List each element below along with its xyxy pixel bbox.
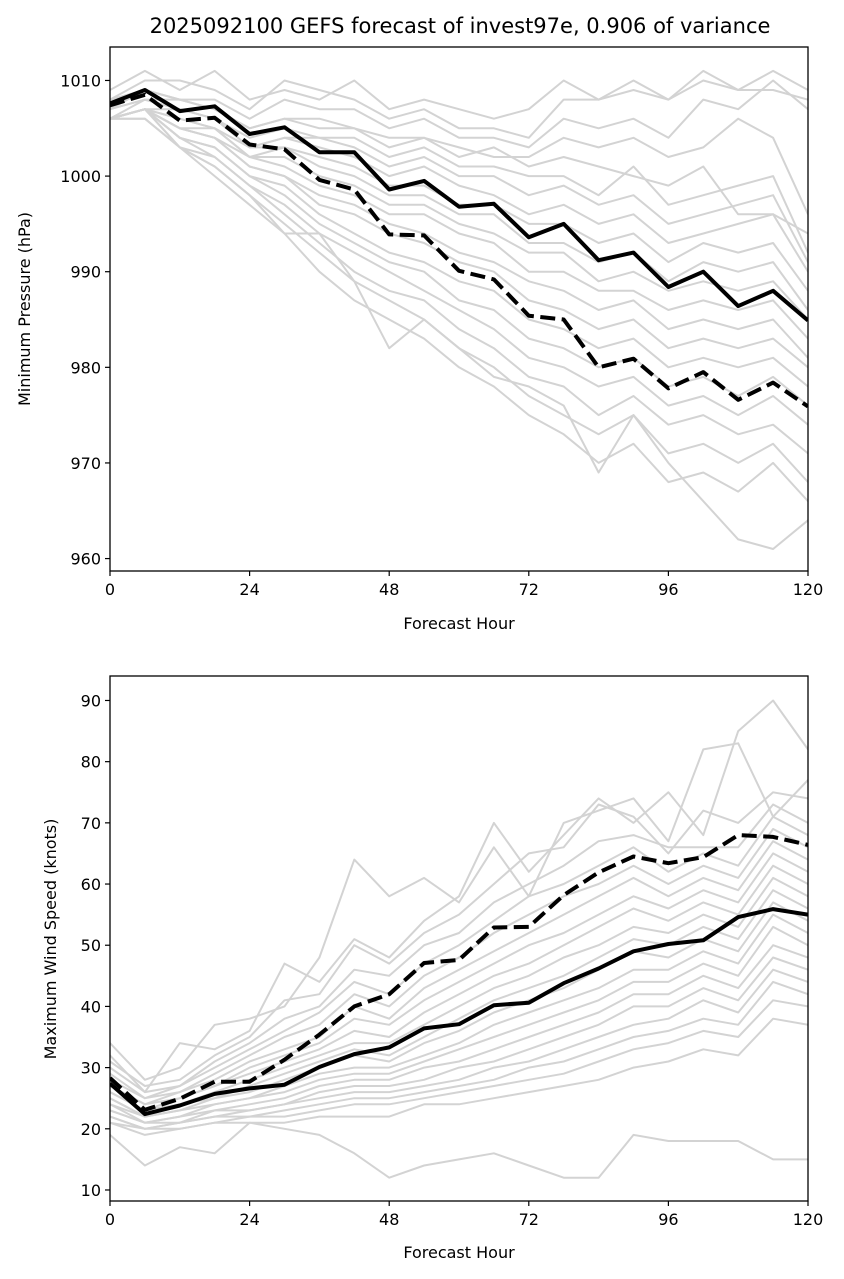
pressure-axes: 0 24 48 72 96 120 960 970 980 990 1000 1010	[60, 46, 824, 599]
pressure-member-line-2	[110, 69, 808, 139]
pressure-y-tick-label: 980	[70, 358, 101, 377]
pressure-x-tick-label: 72	[519, 580, 539, 599]
wind-member-line-12	[110, 901, 808, 1118]
pressure-plot-frame	[109, 46, 809, 572]
wind-member-line-19	[110, 999, 808, 1130]
pressure-mean-lines	[110, 88, 808, 409]
pressure-x-tick-label: 24	[239, 580, 259, 599]
wind-y-tick-label: 80	[81, 753, 101, 772]
pressure-member-line-12	[110, 108, 808, 340]
wind-ylabel: Maximum Wind Speed (knots)	[41, 819, 60, 1060]
wind-x-tick-label: 48	[379, 1210, 399, 1229]
wind-x-tick-label: 96	[658, 1210, 678, 1229]
wind-member-line-1	[110, 742, 808, 1081]
pressure-x-tick-label: 48	[379, 580, 399, 599]
wind-member-line-7	[110, 840, 808, 1106]
wind-member-line-15	[110, 944, 808, 1124]
wind-solid-line	[110, 907, 808, 1117]
chart-title: 2025092100 GEFS forecast of invest97e, 0…	[150, 14, 771, 38]
wind-member-line-4	[110, 803, 808, 1094]
wind-mean-lines	[110, 833, 808, 1117]
pressure-y-tick-label: 1010	[60, 71, 101, 90]
wind-x-tick-label: 72	[519, 1210, 539, 1229]
pressure-y-tick-label: 970	[70, 454, 101, 473]
wind-y-tick-label: 60	[81, 875, 101, 894]
pressure-x-tick-label: 0	[105, 580, 115, 599]
wind-member-line-2	[110, 699, 808, 1094]
pressure-member-line-11	[110, 108, 808, 321]
wind-y-tick-label: 70	[81, 814, 101, 833]
wind-member-line-6	[110, 828, 808, 1100]
wind-x-tick-label: 120	[793, 1210, 824, 1229]
wind-x-tick-label: 24	[239, 1210, 259, 1229]
pressure-solid-line	[110, 88, 808, 323]
wind-plot-frame	[109, 675, 809, 1202]
pressure-member-line-21	[110, 117, 808, 550]
pressure-xlabel: Forecast Hour	[403, 614, 515, 633]
pressure-y-tick-label: 990	[70, 263, 101, 282]
wind-panel: Maximum Wind Speed (knots) Forecast Hour…	[41, 675, 824, 1262]
wind-member-line-16	[110, 956, 808, 1124]
pressure-y-tick-label: 1000	[60, 167, 101, 186]
wind-xlabel: Forecast Hour	[403, 1243, 515, 1262]
wind-dashed-line	[110, 833, 808, 1112]
wind-axes: 0 24 48 72 96 120 10 20 30 40 50 60 70 80 90	[81, 675, 824, 1229]
wind-member-line-21	[110, 1121, 808, 1179]
wind-member-line-17	[110, 968, 808, 1130]
wind-y-tick-label: 20	[81, 1120, 101, 1139]
pressure-x-tick-label: 96	[658, 580, 678, 599]
pressure-dashed-line	[110, 92, 808, 409]
pressure-y-tick-label: 960	[70, 550, 101, 569]
pressure-panel: Minimum Pressure (hPa) Forecast Hour 0 24…	[15, 46, 824, 633]
pressure-member-line-18	[110, 108, 808, 455]
pressure-x-tick-label: 120	[793, 580, 824, 599]
wind-member-line-20	[110, 1017, 808, 1136]
wind-member-line-11	[110, 889, 808, 1118]
wind-member-line-3	[110, 791, 808, 1087]
wind-member-line-14	[110, 925, 808, 1124]
pressure-member-line-3	[110, 79, 808, 149]
wind-x-tick-label: 0	[105, 1210, 115, 1229]
wind-member-line-10	[110, 876, 808, 1112]
wind-y-tick-label: 30	[81, 1059, 101, 1078]
pressure-ylabel: Minimum Pressure (hPa)	[15, 212, 34, 406]
pressure-member-line-20	[110, 117, 808, 502]
pressure-member-line-14	[110, 108, 808, 369]
wind-y-tick-label: 40	[81, 997, 101, 1016]
pressure-member-line-1	[110, 69, 808, 120]
pressure-member-line-6	[110, 98, 808, 254]
wind-y-tick-label: 50	[81, 936, 101, 955]
pressure-member-line-16	[110, 108, 808, 407]
wind-y-tick-label: 90	[81, 691, 101, 710]
wind-y-tick-label: 10	[81, 1181, 101, 1200]
wind-member-line-18	[110, 980, 808, 1130]
